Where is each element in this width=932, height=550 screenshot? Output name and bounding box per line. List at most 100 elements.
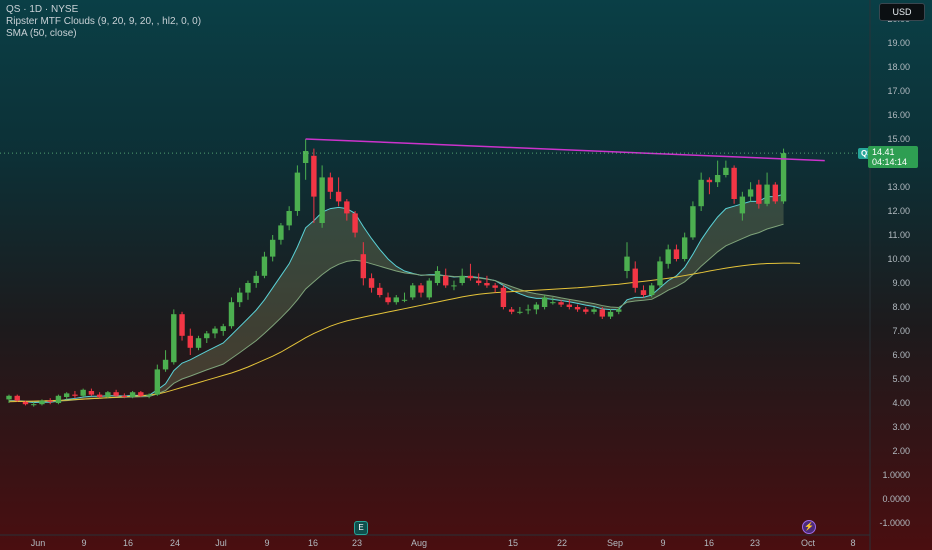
candle-body[interactable] xyxy=(6,395,12,400)
candle-body[interactable] xyxy=(657,261,663,286)
candle-body[interactable] xyxy=(574,307,581,310)
candle-body[interactable] xyxy=(418,285,424,293)
candle-body[interactable] xyxy=(146,394,152,396)
candle-body[interactable] xyxy=(492,285,498,288)
candle-body[interactable] xyxy=(204,333,210,339)
candle-body[interactable] xyxy=(607,311,614,317)
candle-body[interactable] xyxy=(550,302,556,304)
candle-body[interactable] xyxy=(541,297,548,307)
candle-body[interactable] xyxy=(335,191,342,202)
candle-body[interactable] xyxy=(352,213,358,233)
symbol-legend[interactable]: QS · 1D · NYSE xyxy=(6,4,79,15)
candle-body[interactable] xyxy=(558,302,564,305)
candle-body[interactable] xyxy=(451,285,457,287)
trendline[interactable] xyxy=(305,138,825,162)
candle-body[interactable] xyxy=(649,285,655,295)
candle-body[interactable] xyxy=(47,400,53,402)
candle-body[interactable] xyxy=(212,328,218,334)
candle-body[interactable] xyxy=(253,275,259,283)
candle-body[interactable] xyxy=(63,393,70,397)
candle-body[interactable] xyxy=(80,389,86,396)
candle-body[interactable] xyxy=(179,314,185,336)
candle-body[interactable] xyxy=(690,206,696,238)
candle-body[interactable] xyxy=(698,179,704,207)
candle-body[interactable] xyxy=(434,271,441,283)
candle-body[interactable] xyxy=(162,359,169,370)
candle-body[interactable] xyxy=(443,275,449,286)
candle-body[interactable] xyxy=(302,151,309,163)
candle-body[interactable] xyxy=(583,309,589,312)
candle-body[interactable] xyxy=(599,309,605,317)
dividend-icon[interactable]: ⚡ xyxy=(802,520,816,534)
earnings-icon[interactable]: E xyxy=(354,521,368,535)
candle-body[interactable] xyxy=(344,201,350,214)
indicator-legend-clouds[interactable]: Ripster MTF Clouds (9, 20, 9, 20, , hl2,… xyxy=(6,16,202,27)
candle-body[interactable] xyxy=(624,256,630,271)
candle-body[interactable] xyxy=(508,309,515,312)
candle-body[interactable] xyxy=(484,283,490,286)
candle-body[interactable] xyxy=(385,297,391,303)
candle-body[interactable] xyxy=(88,391,95,395)
candle-body[interactable] xyxy=(533,304,540,310)
candle-body[interactable] xyxy=(319,177,325,223)
candle-body[interactable] xyxy=(426,280,432,298)
candle-body[interactable] xyxy=(195,338,202,348)
candle-body[interactable] xyxy=(681,237,688,259)
candle-body[interactable] xyxy=(327,177,334,192)
candle-body[interactable] xyxy=(517,311,523,313)
candle-body[interactable] xyxy=(723,167,729,175)
candle-body[interactable] xyxy=(377,287,383,295)
candle-body[interactable] xyxy=(278,225,284,240)
candle-body[interactable] xyxy=(286,211,292,226)
candle-body[interactable] xyxy=(772,184,779,202)
candle-body[interactable] xyxy=(459,275,465,283)
candle-body[interactable] xyxy=(237,292,243,303)
candle-body[interactable] xyxy=(706,179,713,183)
candle-body[interactable] xyxy=(129,392,136,397)
candle-body[interactable] xyxy=(360,254,367,279)
candle-body[interactable] xyxy=(616,309,622,312)
currency-button[interactable]: USD xyxy=(879,3,925,21)
candle-body[interactable] xyxy=(475,280,482,283)
candle-body[interactable] xyxy=(220,326,226,331)
candle-body[interactable] xyxy=(756,184,762,204)
candle-body[interactable] xyxy=(261,256,268,276)
candle-body[interactable] xyxy=(393,297,399,303)
candle-body[interactable] xyxy=(269,239,276,257)
candle-body[interactable] xyxy=(72,394,78,396)
candle-body[interactable] xyxy=(739,196,746,214)
candle-body[interactable] xyxy=(187,335,193,348)
candle-body[interactable] xyxy=(154,369,161,395)
candle-body[interactable] xyxy=(368,278,375,288)
candle-body[interactable] xyxy=(171,314,177,363)
candle-body[interactable] xyxy=(22,401,29,405)
candle-body[interactable] xyxy=(55,395,62,403)
candle-body[interactable] xyxy=(245,283,251,293)
candle-body[interactable] xyxy=(39,400,45,405)
candle-body[interactable] xyxy=(113,392,119,396)
candle-body[interactable] xyxy=(591,309,597,312)
candle-body[interactable] xyxy=(121,395,128,397)
candle-body[interactable] xyxy=(500,287,507,307)
candle-body[interactable] xyxy=(673,249,680,259)
candle-body[interactable] xyxy=(780,153,787,202)
candle-body[interactable] xyxy=(632,268,638,288)
indicator-legend-sma[interactable]: SMA (50, close) xyxy=(6,28,77,39)
candle-body[interactable] xyxy=(410,285,416,298)
candle-body[interactable] xyxy=(31,404,37,406)
candle-body[interactable] xyxy=(714,175,721,183)
candle-body[interactable] xyxy=(731,167,737,199)
candle-body[interactable] xyxy=(401,299,408,301)
candle-body[interactable] xyxy=(294,172,301,211)
candle-body[interactable] xyxy=(566,304,573,307)
candle-body[interactable] xyxy=(138,392,144,396)
candle-body[interactable] xyxy=(467,275,474,279)
candle-body[interactable] xyxy=(665,249,671,264)
candle-body[interactable] xyxy=(525,309,531,311)
candle-body[interactable] xyxy=(747,189,754,197)
candle-body[interactable] xyxy=(14,395,20,401)
candle-body[interactable] xyxy=(96,394,103,397)
candle-body[interactable] xyxy=(105,392,111,397)
